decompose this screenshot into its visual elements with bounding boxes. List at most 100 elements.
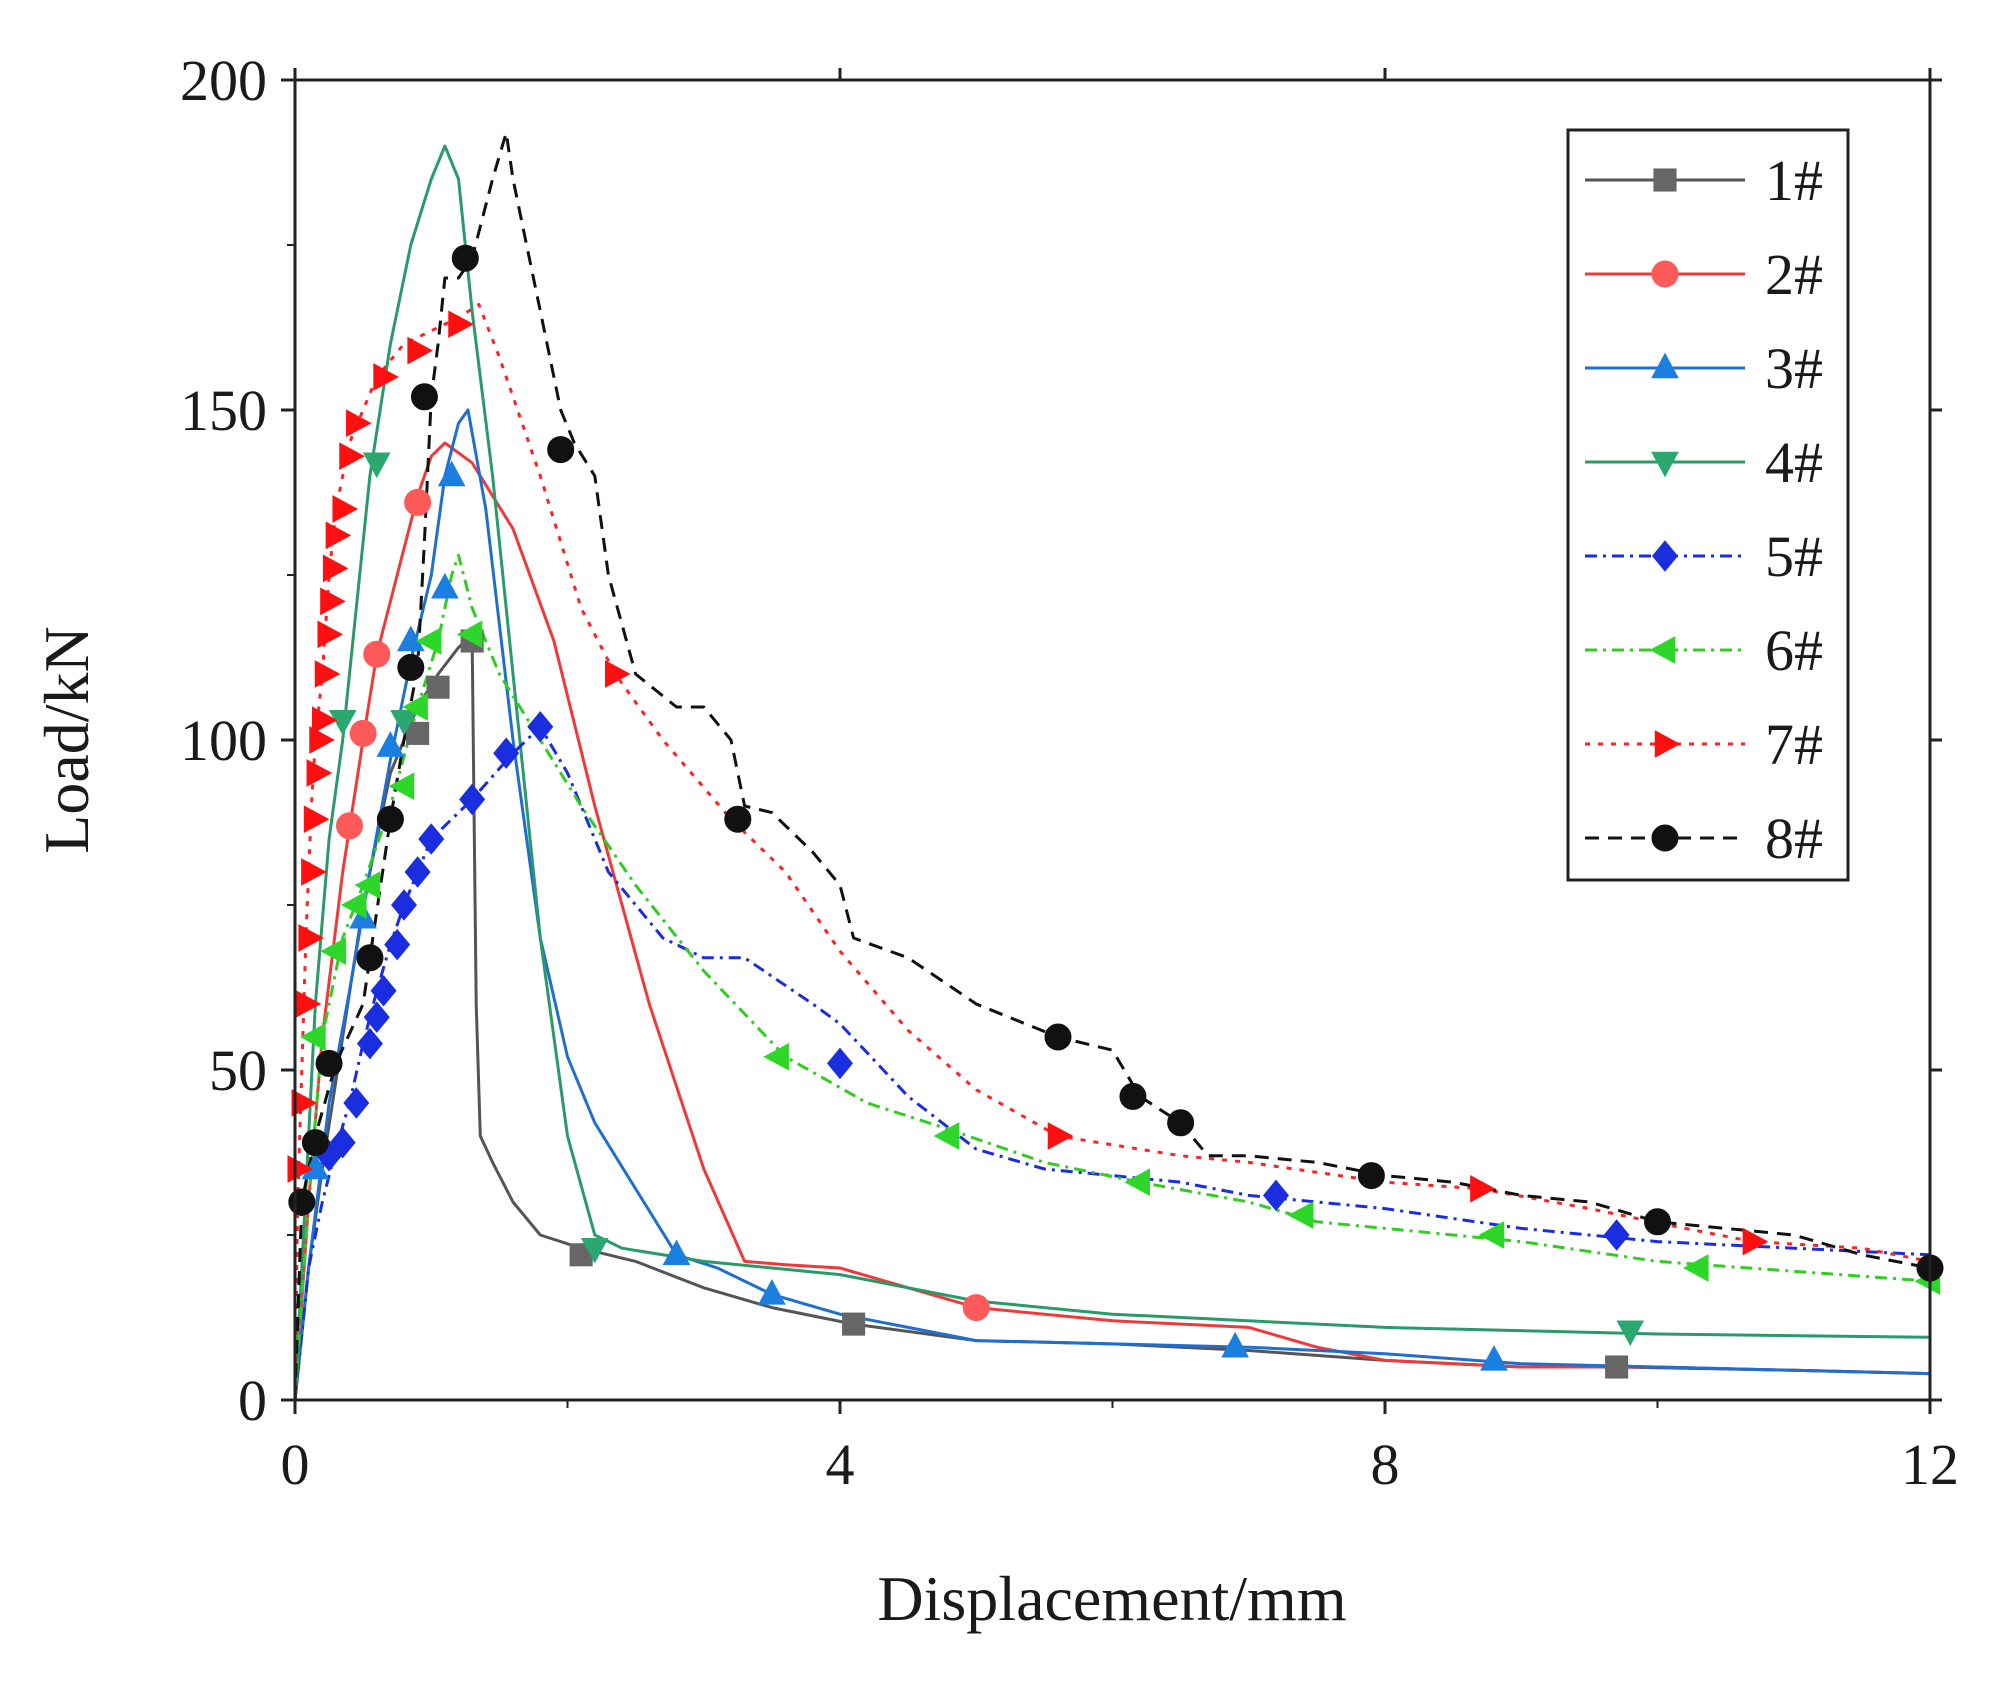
data-point-5 [391,889,417,921]
data-point-3 [431,572,459,599]
data-point-5 [527,711,554,743]
series-line-2 [293,441,1931,1401]
data-point-7 [314,660,341,688]
series-line-8 [293,131,1931,1401]
data-point-5 [343,1087,370,1119]
legend-marker-6 [1649,636,1676,664]
data-point-5 [418,823,445,855]
data-point-8 [301,1129,329,1157]
legend-label-8: 8# [1765,806,1823,871]
legend-marker-2 [1651,260,1679,288]
data-point-8 [315,1049,343,1077]
legend-label-2: 2# [1765,242,1823,307]
data-point-6 [415,627,442,655]
x-tick-label-0: 0 [281,1432,310,1497]
data-point-4 [390,709,418,736]
data-point-7 [301,858,327,886]
data-point-7 [407,336,433,365]
data-point-5 [1603,1219,1630,1251]
data-point-8 [376,805,404,833]
data-point-3 [662,1239,691,1266]
data-point-8 [1044,1023,1072,1051]
data-point-7 [332,495,359,523]
legend-marker-3 [1651,352,1679,379]
data-point-6 [763,1042,789,1071]
data-point-8 [356,944,384,972]
data-point-7 [1742,1227,1769,1256]
data-point-6 [1683,1254,1709,1282]
data-point-2 [336,812,363,840]
legend-label-7: 7# [1765,712,1823,777]
data-point-7 [320,587,346,616]
data-point-4 [362,452,391,479]
data-point-7 [325,521,352,550]
data-point-1 [842,1312,866,1336]
tick-layer: 0 4 8 12 0 50 100 150 200 [180,48,1959,1497]
y-tick-label-100: 100 [180,708,267,773]
y-tick-label-0: 0 [238,1368,267,1433]
x-axis-title: Displacement/mm [877,1563,1346,1634]
data-point-6 [1124,1168,1150,1197]
data-point-7 [312,706,338,735]
data-point-7 [1047,1122,1074,1150]
legend-marker-8 [1651,824,1679,852]
data-point-4 [580,1237,609,1264]
data-point-7 [373,363,399,391]
data-point-3 [437,460,466,487]
x-tick-label-8: 8 [1371,1432,1400,1497]
data-point-8 [288,1188,316,1216]
legend: 1# 2# 3# 4# 5# 6# 7# 8# [1566,128,1850,882]
data-point-7 [448,310,474,339]
data-point-8 [1167,1109,1195,1137]
data-point-6 [354,871,381,900]
data-point-8 [410,383,438,411]
x-tick-label-12: 12 [1901,1432,1959,1497]
legend-marker-5 [1652,540,1678,572]
data-point-3 [301,1153,330,1180]
data-point-5 [827,1047,853,1080]
data-point-7 [298,924,324,952]
data-point-6 [340,891,367,919]
data-point-5 [404,856,431,888]
data-point-8 [724,805,752,833]
data-point-3 [396,625,425,652]
data-point-4 [328,709,357,736]
data-point-2 [349,719,377,747]
series-line-6 [293,553,1931,1401]
data-point-7 [303,805,330,834]
data-point-5 [363,1001,390,1033]
data-point-7 [306,759,333,787]
legend-marker-4 [1651,451,1679,478]
y-tick-label-150: 150 [180,378,267,443]
series-line-3 [293,408,1931,1401]
data-point-8 [397,653,425,681]
data-point-7 [604,660,631,688]
series-line-7 [293,302,1931,1401]
data-point-7 [322,554,349,583]
data-point-6 [1287,1201,1314,1230]
data-point-1 [1605,1355,1629,1379]
data-point-4 [1616,1320,1645,1347]
data-point-5 [370,975,397,1007]
data-point-8 [1357,1162,1385,1190]
data-point-2 [404,488,432,516]
data-point-3 [758,1279,786,1305]
data-point-7 [1470,1174,1496,1203]
data-point-6 [456,620,483,649]
data-point-3 [376,731,405,757]
data-point-6 [388,772,415,801]
data-point-7 [309,726,335,754]
data-point-6 [300,1023,326,1051]
data-point-2 [363,640,391,668]
data-point-7 [317,620,344,649]
data-point-7 [291,1089,318,1117]
data-point-8 [547,436,575,464]
data-point-3 [1221,1331,1249,1358]
data-point-5 [329,1126,356,1159]
legend-label-6: 6# [1765,618,1823,683]
legend-box [1566,128,1850,882]
data-point-6 [320,937,347,966]
y-tick-label-200: 200 [180,48,267,113]
data-point-1 [426,675,450,699]
